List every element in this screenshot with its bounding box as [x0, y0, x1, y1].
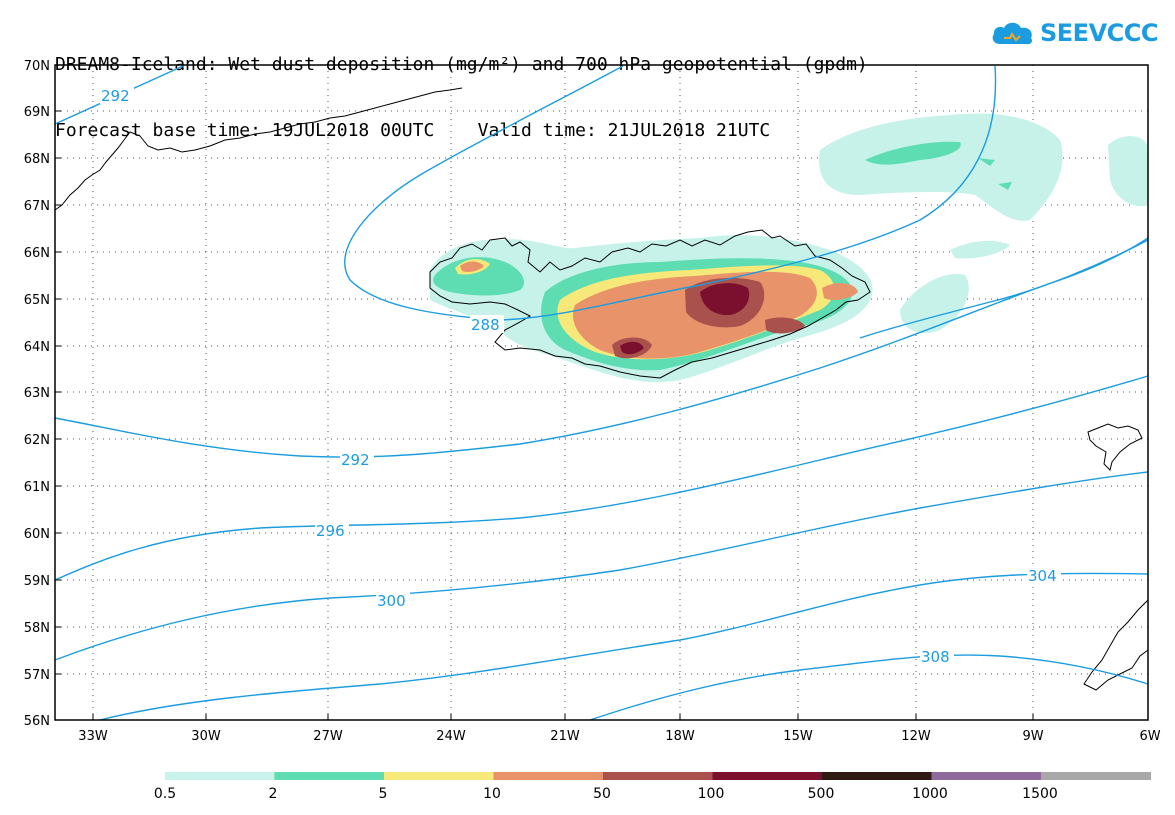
contour-288-east: [859, 239, 1149, 339]
lat-label: 70N: [24, 59, 50, 74]
lon-label: 24W: [436, 729, 466, 744]
lat-label: 62N: [24, 433, 50, 448]
contour-labels: 292 288 292 296 300 304 308: [100, 86, 1061, 666]
colorbar-label: 500: [808, 786, 835, 802]
contour-label-296: 296: [316, 522, 345, 540]
contour-label-292: 292: [341, 451, 370, 469]
faroe-coastline: [1087, 423, 1143, 471]
colorbar-label: 1000: [912, 786, 948, 802]
lon-label: 12W: [901, 729, 931, 744]
lat-label: 67N: [24, 199, 50, 214]
seevccc-logo: SEEVCCC: [990, 18, 1159, 48]
lon-label: 18W: [665, 729, 695, 744]
colorbar-label: 2: [269, 786, 278, 802]
colorbar-swatch: [165, 772, 275, 780]
iceland-coastline: [429, 229, 871, 379]
lon-label: 9W: [1022, 729, 1043, 744]
colorbar-swatch: [384, 772, 494, 780]
lat-label: 57N: [24, 668, 50, 683]
colorbar-swatch: [931, 772, 1042, 780]
dust-deposition-field: [430, 113, 1148, 383]
lon-label: 6W: [1139, 729, 1160, 744]
colorbar-label: 100: [698, 786, 725, 802]
lon-label: 33W: [78, 729, 108, 744]
coastlines: [54, 87, 1149, 691]
lat-label: 66N: [24, 246, 50, 261]
cloud-icon: [992, 22, 1033, 45]
lat-label: 69N: [24, 105, 50, 120]
contour-label-304: 304: [1028, 567, 1057, 585]
geopotential-contours: [54, 65, 1149, 721]
colorbar-swatch: [493, 772, 604, 780]
lat-label: 64N: [24, 340, 50, 355]
contour-label-288: 288: [471, 316, 500, 334]
lat-label: 56N: [24, 714, 50, 729]
lon-label: 15W: [783, 729, 813, 744]
contour-304: [99, 572, 1149, 721]
lat-label: 65N: [24, 293, 50, 308]
contour-300: [54, 471, 1149, 661]
contour-label-292-north: 292: [101, 87, 130, 105]
colorbar: [165, 772, 1151, 780]
greenland-coastline: [54, 87, 463, 211]
logo-text: SEEVCCC: [1040, 19, 1159, 47]
lat-label: 60N: [24, 527, 50, 542]
lat-label: 63N: [24, 386, 50, 401]
colorbar-label: 5: [379, 786, 388, 802]
contour-label-300: 300: [377, 592, 406, 610]
contour-292: [54, 237, 1149, 458]
latitude-labels: 70N 69N 68N 67N 66N 65N 64N 63N 62N 61N …: [24, 59, 50, 729]
contour-288: [344, 65, 997, 321]
colorbar-swatch: [1041, 772, 1151, 780]
colorbar-swatch: [603, 772, 713, 780]
colorbar-label: 0.5: [154, 786, 176, 802]
lon-label: 30W: [191, 729, 221, 744]
lat-label: 58N: [24, 621, 50, 636]
contour-label-308: 308: [921, 648, 950, 666]
colorbar-swatch: [712, 772, 823, 780]
longitude-labels: 33W 30W 27W 24W 21W 18W 15W 12W 9W 6W: [78, 729, 1160, 744]
axis-ticks: [55, 64, 1034, 720]
lon-label: 27W: [313, 729, 343, 744]
colorbar-swatch: [274, 772, 385, 780]
colorbar-label: 1500: [1022, 786, 1058, 802]
lat-label: 61N: [24, 480, 50, 495]
colorbar-label: 10: [483, 786, 501, 802]
lon-label: 21W: [550, 729, 580, 744]
lat-label: 59N: [24, 574, 50, 589]
contour-296: [54, 375, 1149, 581]
contour-308: [589, 654, 1149, 721]
colorbar-labels: 0.5 2 5 10 50 100 500 1000 1500: [154, 786, 1058, 802]
lat-label: 68N: [24, 152, 50, 167]
colorbar-swatch: [822, 772, 932, 780]
colorbar-label: 50: [593, 786, 611, 802]
scotland-coastline: [1083, 599, 1149, 691]
